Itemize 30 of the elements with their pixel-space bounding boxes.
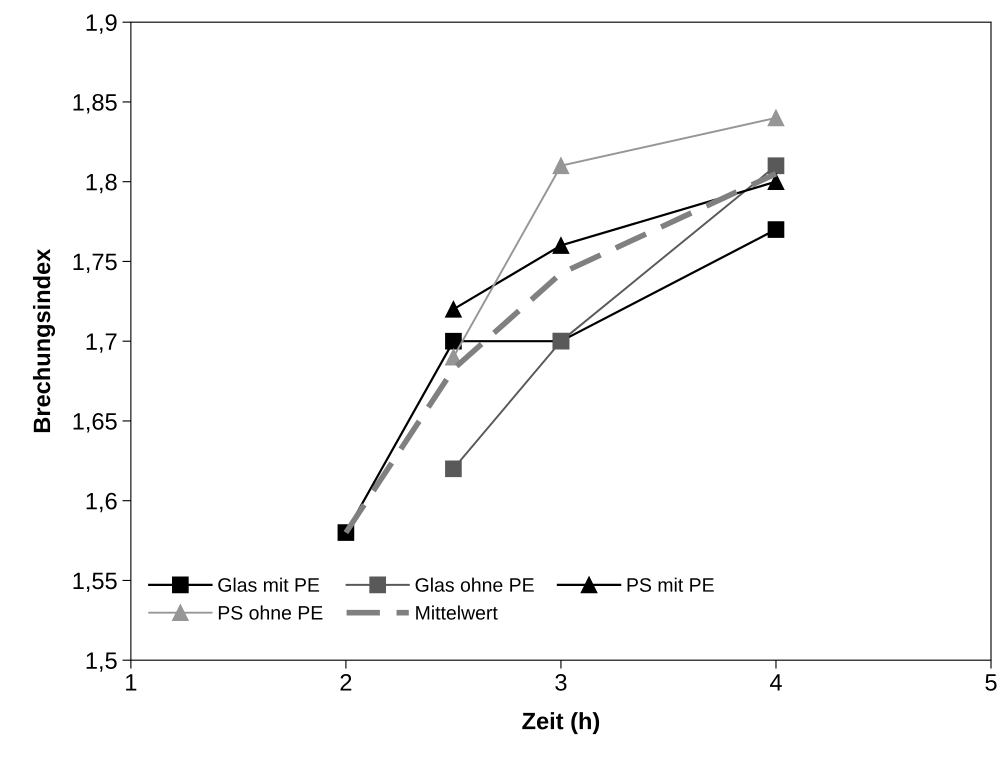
legend-label: PS ohne PE — [218, 605, 322, 620]
legend-label: Mittelwert — [416, 605, 498, 620]
point — [768, 157, 784, 174]
y-tick-label: 1,7 — [86, 334, 116, 353]
point — [445, 332, 462, 350]
y-tick-label: 1,6 — [86, 492, 117, 512]
point — [552, 157, 570, 174]
point — [445, 300, 462, 318]
legend-label: PS mit PE — [628, 578, 714, 592]
y-axis-title: Brechungsindex — [32, 248, 56, 432]
legend-label: Glas mit PE — [218, 578, 320, 592]
x-tick-label: 2 — [340, 674, 352, 690]
x-tick-label: 4 — [770, 674, 782, 690]
point — [768, 110, 784, 126]
point — [445, 460, 462, 478]
point — [552, 237, 570, 254]
y-tick-label: 1,85 — [74, 94, 117, 114]
x-tick-label: 5 — [985, 674, 997, 691]
y-tick-label: 1,9 — [86, 14, 117, 34]
point — [768, 173, 784, 190]
y-tick-label: 1,8 — [86, 174, 117, 194]
point — [768, 221, 784, 238]
x-axis-title: Zeit (h) — [522, 712, 600, 734]
y-tick-label: 1,65 — [74, 413, 117, 433]
x-tick-label: 1 — [126, 674, 136, 690]
x-tick-label: 3 — [555, 674, 566, 691]
legend-label: Glas ohne PE — [416, 578, 534, 592]
y-tick-label: 1,75 — [74, 254, 117, 274]
y-tick-label: 1,5 — [86, 652, 117, 672]
y-tick-label: 1,55 — [74, 572, 117, 592]
